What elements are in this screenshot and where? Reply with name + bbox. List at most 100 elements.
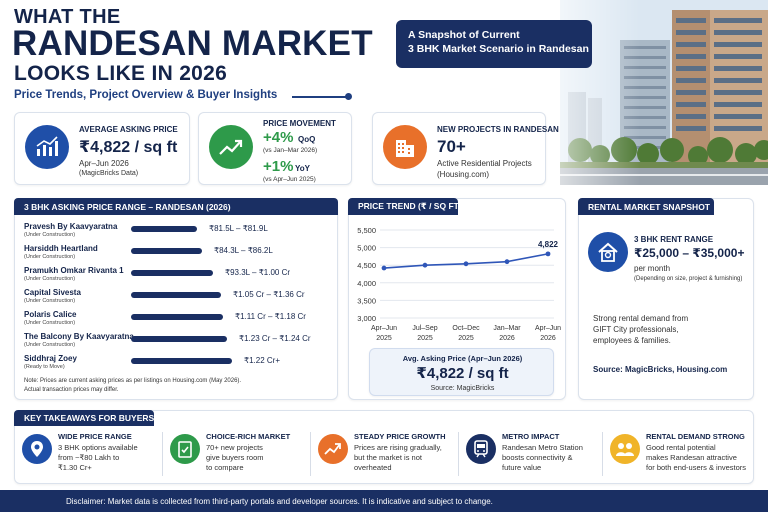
project-price-range: ₹1.23 Cr – ₹1.24 Cr [239,334,311,343]
price-note-line-2: Actual transaction prices may differ. [24,387,119,393]
chart-x-tick-year: 2026 [540,335,556,342]
project-name: Harsiddh Heartland [24,244,98,253]
project-status: (Under Construction) [24,276,76,282]
chart-x-tick-label: Jan–Mar [493,325,521,332]
project-status: (Ready to Move) [24,364,65,370]
project-name: Siddhraj Zoey [24,354,77,363]
project-price-bar [131,358,232,364]
project-status: (Under Construction) [24,298,76,304]
takeaway-heading: RENTAL DEMAND STRONG [646,432,745,441]
takeaway-heading: METRO IMPACT [502,432,560,441]
yoy-label: YoY [295,164,310,173]
qoq-note: (vs Jan–Mar 2026) [263,147,318,154]
takeaway-body: 3 BHK options available from ~₹80 Lakh to… [58,443,138,473]
checklist-icon [170,434,200,464]
project-name: Polaris Calice [24,310,77,319]
snapshot-line-2: 3 BHK Market Scenario in Randesan [408,43,589,55]
project-row: Capital Sivesta (Under Construction) ₹1.05… [24,288,336,310]
takeaway-line-3: overheated [354,463,392,472]
new-projects-desc: Active Residential Projects [437,159,532,168]
chart-data-label: 4,822 [538,240,559,249]
takeaway-heading: WIDE PRICE RANGE [58,432,132,441]
page-subtitle: Price Trends, Project Overview & Buyer I… [14,89,278,101]
takeaway-body: Randesan Metro Station boosts connectivit… [502,443,583,473]
new-projects-value: 70+ [437,137,466,156]
takeaway-divider [458,432,459,476]
project-price-range: ₹93.3L – ₹1.00 Cr [225,268,291,277]
takeaway-line-2: give buyers room [206,453,264,462]
avg-asking-box: Avg. Asking Price (Apr–Jun 2026) ₹4,822 … [369,348,554,396]
chart-data-point [422,262,428,268]
rental-source: Source: MagicBricks, Housing.com [593,365,728,374]
house-search-icon [588,232,628,272]
snapshot-banner: A Snapshot of Current 3 BHK Market Scena… [396,20,592,68]
trend-up-icon [209,125,253,169]
rental-desc-line-1: Strong rental demand from [593,314,689,323]
project-price-range: ₹84.3L – ₹86.2L [214,246,273,255]
rent-range-label: 3 BHK RENT RANGE [634,235,714,244]
project-price-bar [131,292,221,298]
project-price-bar [131,248,202,254]
chart-y-tick-label: 4,500 [357,261,376,270]
chart-data-point [381,265,387,271]
takeaway-body: Good rental potential makes Randesan attr… [646,443,746,473]
project-status: (Under Construction) [24,320,76,326]
chart-x-tick-year: 2025 [417,335,433,342]
price-movement-card: PRICE MOVEMENT +4% QoQ (vs Jan–Mar 2026)… [198,112,352,185]
takeaway-line-1: 70+ new projects [206,443,263,452]
chart-x-tick-label: Jul–Sep [412,325,437,332]
project-row: Siddhraj Zoey (Ready to Move) ₹1.22 Cr+ [24,354,336,376]
trend-up-icon [318,434,348,464]
project-status: (Under Construction) [24,342,76,348]
project-price-range: ₹1.05 Cr – ₹1.36 Cr [233,290,305,299]
takeaway-body: 70+ new projects give buyers room to compa… [206,443,264,473]
location-pin-icon [22,434,52,464]
rental-title: RENTAL MARKET SNAPSHOT [578,198,714,215]
takeaway-line-2: but the market is not [354,453,422,462]
project-row: Pramukh Omkar Rivanta 1 (Under Constructi… [24,266,336,288]
project-row: Pravesh By Kaavyaratna (Under Constructio… [24,222,336,244]
rent-range-value: ₹25,000 – ₹35,000+ [634,246,745,260]
price-trend-chart: 3,000 3,500 4,000 4,500 5,000 5,500 4,822 Apr–J… [357,226,561,342]
project-price-bar [131,314,223,320]
yoy-note: (vs Apr–Jun 2025) [263,176,316,183]
footer-disclaimer: Disclaimer: Market data is collected fro… [0,490,768,512]
takeaway-divider [602,432,603,476]
takeaway-divider [162,432,163,476]
avg-price-label: AVERAGE ASKING PRICE [79,125,178,134]
new-projects-label: NEW PROJECTS IN RANDESAN [437,125,559,134]
chart-y-tick-label: 4,000 [357,279,376,288]
price-movement-label: PRICE MOVEMENT [263,119,336,128]
price-note-line-1: Note: Prices are current asking prices a… [24,378,242,384]
project-row: Harsiddh Heartland (Under Construction) ₹8… [24,244,336,266]
new-projects-card: NEW PROJECTS IN RANDESAN 70+ Active Resi… [372,112,559,185]
chart-y-tick-label: 3,500 [357,296,376,305]
chart-y-tick-label: 5,000 [357,244,376,253]
takeaway-line-1: 3 BHK options available [58,443,138,452]
chart-y-tick-label: 5,500 [357,226,376,235]
bar-chart-icon [25,125,69,169]
qoq-label: QoQ [298,135,316,144]
rental-desc-line-2: GIFT City professionals, [593,325,679,334]
building-photo [560,0,768,185]
takeaway-line-2: boosts connectivity & [502,453,573,462]
takeaway-divider [310,432,311,476]
rental-desc-line-3: employees & families. [593,336,671,345]
building-icon [383,125,427,169]
price-range-title: 3 BHK ASKING PRICE RANGE – RANDESAN (202… [14,198,338,215]
snapshot-line-1: A Snapshot of Current [408,29,520,41]
takeaway-heading: CHOICE-RICH MARKET [206,432,291,441]
takeaway-line-3: ₹1.30 Cr+ [58,463,92,472]
takeaway-line-1: Randesan Metro Station [502,443,583,452]
project-status: (Under Construction) [24,254,76,260]
takeaway-body: Prices are rising gradually, but the mark… [354,443,442,473]
takeaway-line-3: future value [502,463,542,472]
avg-price-period: Apr–Jun 2026 [79,159,129,168]
chart-x-tick-label: Apr–Jun [371,325,397,332]
chart-x-tick-label: Oct–Dec [452,325,480,332]
project-name: Capital Sivesta [24,288,81,297]
avg-asking-label: Avg. Asking Price (Apr–Jun 2026) [402,354,523,363]
project-price-range: ₹81.5L – ₹81.9L [209,224,268,233]
rent-per-month: per month [634,264,671,273]
metro-train-icon [466,434,496,464]
